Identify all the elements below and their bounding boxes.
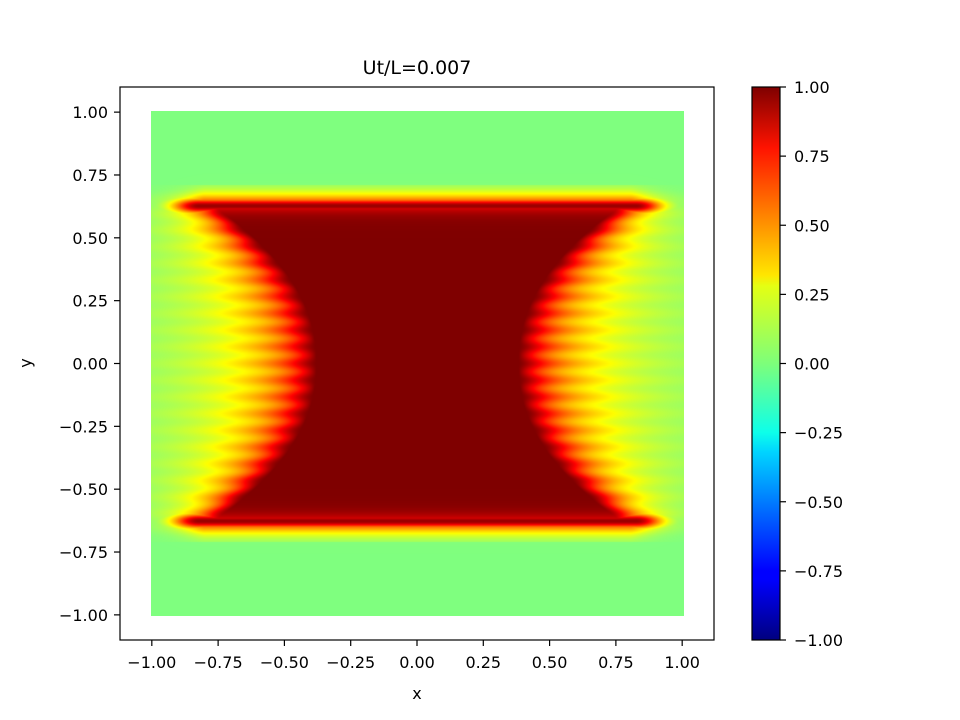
y-axis-label: y [16,358,35,367]
y-tick-label: 0.00 [72,355,108,374]
chart-title: Ut/L=0.007 [363,57,472,79]
y-tick-label: 0.25 [72,292,108,311]
y-tick-label: −0.75 [59,543,108,562]
x-ticks: −1.00 −0.75 −0.50 −0.25 0.00 0.25 0.50 0.75 1.00 [127,640,700,672]
x-tick-label: 1.00 [664,653,700,672]
y-ticks: 1.00 0.75 0.50 0.25 0.00 −0.25 −0.50 −0.75 −1.00 [59,103,120,625]
colorbar-tick-label: −0.50 [794,493,843,512]
colorbar-tick-label: −0.75 [794,562,843,581]
colorbar-tick-label: 0.00 [794,355,830,374]
colorbar-tick-label: −1.00 [794,631,843,650]
heatmap-image [151,111,684,616]
y-tick-label: 0.75 [72,166,108,185]
colorbar-tick-label: 1.00 [794,78,830,97]
y-tick-label: −0.25 [59,417,108,436]
colorbar-gradient [751,86,781,641]
x-tick-label: −0.50 [260,653,309,672]
colorbar: 1.00 0.75 0.50 0.25 0.00 −0.25 −0.50 −0.75 −1.00 [751,78,843,650]
colorbar-ticks: 1.00 0.75 0.50 0.25 0.00 −0.25 −0.50 −0.75 −1.00 [780,78,843,650]
x-tick-label: −1.00 [127,653,176,672]
colorbar-tick-label: 0.50 [794,216,830,235]
x-tick-label: 0.00 [399,653,435,672]
x-tick-label: −0.75 [194,653,243,672]
x-tick-label: 0.50 [532,653,568,672]
colorbar-tick-label: −0.25 [794,424,843,443]
colorbar-tick-label: 0.25 [794,285,830,304]
x-tick-label: −0.25 [326,653,375,672]
x-tick-label: 0.75 [598,653,634,672]
y-tick-label: 0.50 [72,229,108,248]
y-tick-label: −1.00 [59,606,108,625]
y-tick-label: −0.50 [59,480,108,499]
colorbar-tick-label: 0.75 [794,147,830,166]
y-tick-label: 1.00 [72,103,108,122]
plot-area [151,111,684,616]
x-axis-label: x [412,684,421,703]
x-tick-label: 0.25 [465,653,501,672]
